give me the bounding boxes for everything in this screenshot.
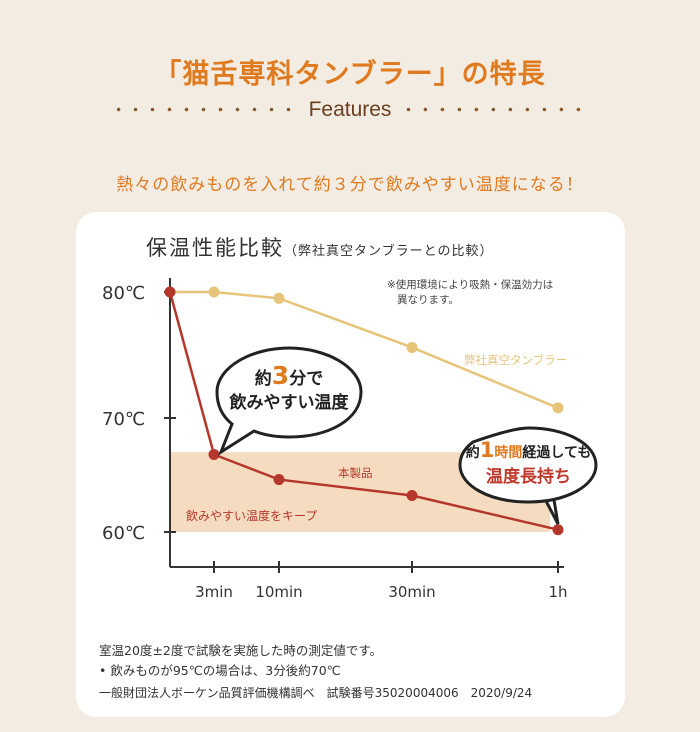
bubble2-unit: 時間 (494, 445, 523, 461)
page-heading: 「猫舌専科タンブラー」の特長 (154, 59, 546, 90)
x-tick-label: 30min (388, 583, 435, 601)
temperature-chart: 飲みやすい温度をキープ 80℃ 70℃ 60℃ 3min 10min 30min 1h 弊社真空… (102, 278, 598, 601)
x-tick-label: 1h (548, 583, 567, 601)
bubble1-line2: 飲みやすい温度 (229, 393, 349, 413)
subheading: 熱々の飲みものを入れて約３分で飲みやすい温度になる！ (116, 175, 584, 195)
features-divider: ・・・・・・・・・・・ Features ・・・・・・・・・・・ (0, 98, 700, 122)
bubble1-pre: 約 (254, 369, 272, 389)
footnote-conditions: 室温20度±2度で試験を実施した時の測定値です。 (99, 643, 383, 658)
footnote-test-info: 一般財団法人ボーケン品質評価機構調べ 試験番号35020004006 2020/… (99, 686, 533, 700)
x-tick-label: 3min (195, 583, 233, 601)
comfort-band-label: 飲みやすい温度をキープ (186, 508, 317, 523)
chart-title: 保温性能比較（弊社真空タンブラーとの比較） (146, 232, 493, 262)
speech-bubble-1h (458, 426, 598, 525)
x-tick-label: 10min (255, 583, 302, 601)
chart-title-paren: （弊社真空タンブラーとの比較） (284, 244, 494, 259)
series-point-1 (164, 286, 176, 298)
bubble-3min-text: 約3分で 飲みやすい温度 (219, 361, 359, 415)
bubble2-num: 1 (479, 438, 495, 462)
series-label-product: 本製品 (338, 466, 373, 480)
usage-note: ※使用環境により吸熱・保温効力は 異なります。 (387, 278, 607, 308)
y-tick-label: 60℃ (102, 523, 145, 544)
usage-note-line2: 異なります。 (397, 294, 459, 306)
series-point-1 (208, 448, 220, 460)
dots-right: ・・・・・・・・・・・ (401, 103, 589, 119)
speech-bubble-3min (215, 346, 363, 456)
series-point-1 (552, 524, 564, 536)
series-point-1 (406, 490, 418, 502)
bubble1-post: 分で (289, 369, 324, 389)
bubble2-pre: 約 (465, 445, 480, 461)
dots-left: ・・・・・・・・・・・ (111, 103, 299, 119)
series-point-0 (552, 402, 564, 414)
bubble-1h-text: 約1時間経過しても 温度長持ち (456, 438, 601, 489)
usage-note-line1: ※使用環境により吸熱・保温効力は (387, 279, 554, 291)
bubble2-post: 経過しても (522, 445, 592, 461)
chart-title-main: 保温性能比較 (146, 236, 284, 260)
bubble1-num: 3 (271, 361, 290, 390)
series-point-0 (208, 286, 220, 298)
chart-card: 保温性能比較（弊社真空タンブラーとの比較） 飲みやすい温度をキープ 80℃ 70℃ 6… (76, 212, 625, 717)
y-tick-label: 80℃ (102, 283, 145, 304)
features-label: Features (308, 98, 392, 121)
footnote-95c: • 飲みものが95℃の場合は、3分後約70℃ (99, 663, 341, 678)
series-label-vacuum: 弊社真空タンブラー (464, 353, 567, 367)
series-point-0 (406, 341, 418, 353)
series-point-1 (273, 474, 285, 486)
y-tick-label: 70℃ (102, 409, 145, 430)
series-point-0 (273, 292, 285, 304)
bubble2-line2: 温度長持ち (486, 467, 571, 487)
